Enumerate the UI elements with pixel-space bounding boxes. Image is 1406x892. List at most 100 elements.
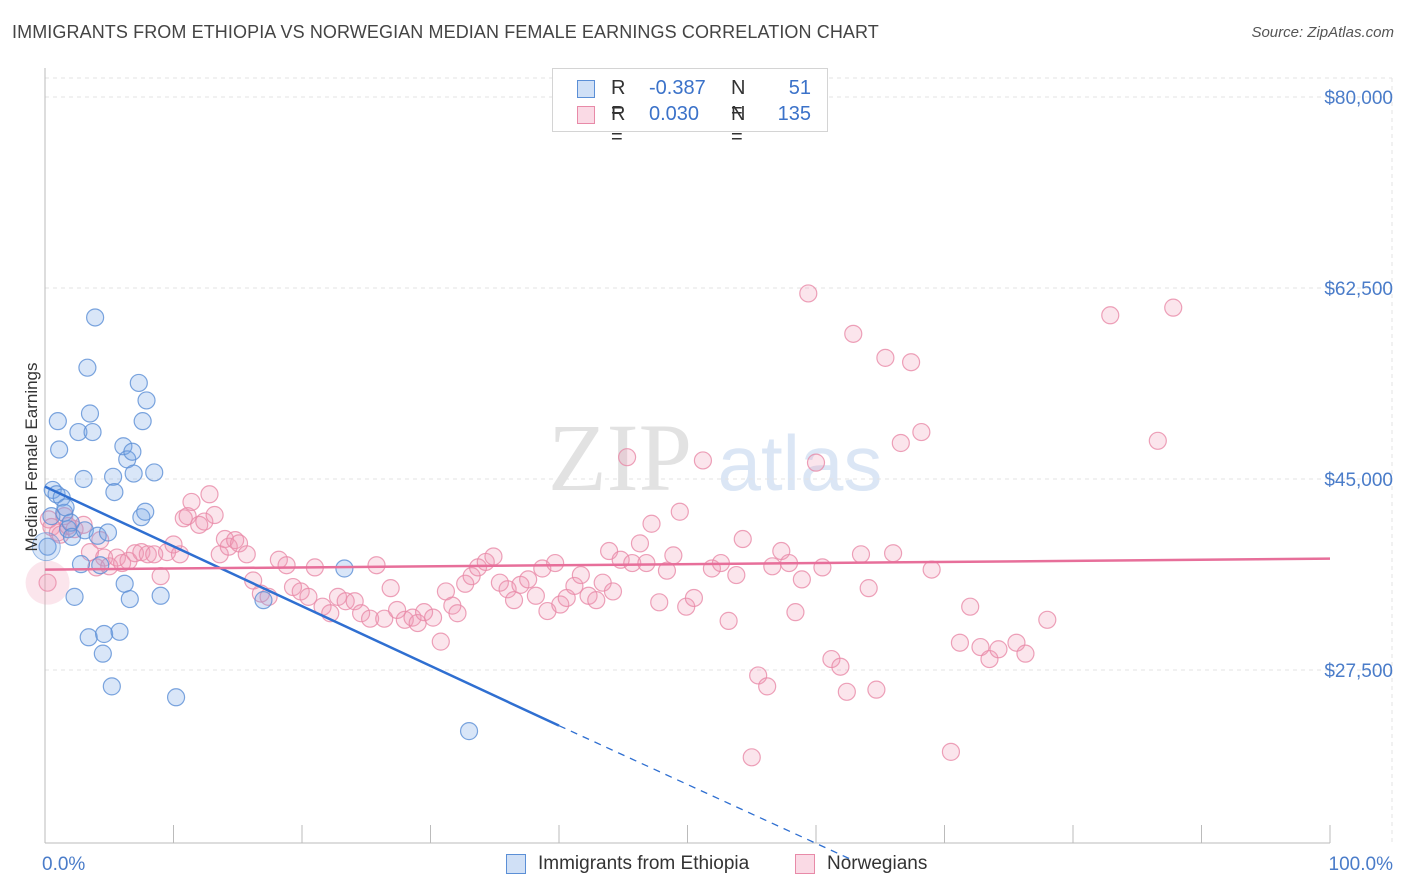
data-point bbox=[136, 502, 155, 521]
data-point bbox=[182, 492, 201, 512]
data-point bbox=[1164, 298, 1183, 317]
norwegians-points bbox=[25, 284, 1183, 767]
data-point bbox=[719, 611, 738, 630]
data-point bbox=[623, 553, 642, 573]
data-point bbox=[950, 633, 970, 652]
ethiopia-points bbox=[31, 308, 479, 741]
data-point bbox=[459, 722, 479, 741]
data-point bbox=[102, 677, 121, 696]
data-point bbox=[484, 547, 503, 566]
tick-labels: $27,500 $45,000 $62,500 $80,000 0.0% 100.0% bbox=[42, 88, 1393, 875]
data-point bbox=[664, 546, 683, 565]
data-point bbox=[74, 469, 93, 489]
data-point bbox=[98, 523, 118, 542]
data-point bbox=[883, 544, 903, 563]
data-point bbox=[587, 591, 606, 610]
data-point bbox=[145, 463, 164, 482]
data-point bbox=[423, 608, 443, 627]
data-point bbox=[504, 591, 524, 610]
data-point bbox=[603, 582, 623, 601]
data-point bbox=[110, 622, 129, 641]
data-point bbox=[200, 485, 219, 504]
data-point bbox=[758, 677, 777, 696]
data-point bbox=[95, 624, 114, 644]
legend-n-value: 51 bbox=[788, 77, 811, 99]
data-point bbox=[166, 688, 186, 707]
x-tick-label: 100.0% bbox=[1329, 854, 1394, 875]
data-point bbox=[137, 391, 156, 410]
y-tick-label: $80,000 bbox=[1324, 88, 1393, 109]
data-point bbox=[69, 422, 88, 442]
data-point bbox=[844, 324, 863, 343]
data-point bbox=[56, 498, 75, 517]
data-point bbox=[813, 558, 832, 577]
legend-swatch-blue bbox=[506, 854, 526, 874]
data-point bbox=[456, 574, 475, 593]
data-point bbox=[792, 570, 811, 589]
data-point bbox=[961, 597, 980, 616]
legend-label: Norwegians bbox=[827, 853, 928, 874]
data-point bbox=[1148, 431, 1167, 450]
data-point bbox=[831, 657, 850, 676]
data-point bbox=[61, 513, 80, 532]
data-point bbox=[254, 591, 273, 610]
data-point bbox=[989, 640, 1008, 659]
data-point bbox=[657, 561, 677, 580]
data-point bbox=[727, 565, 746, 585]
data-point bbox=[551, 595, 570, 614]
legend-swatch-blue bbox=[577, 80, 595, 98]
data-point bbox=[763, 557, 782, 576]
data-point bbox=[129, 373, 148, 393]
x-tick-label: 0.0% bbox=[42, 854, 85, 875]
y-tick-label: $62,500 bbox=[1324, 279, 1393, 300]
watermark: ZIP atlas bbox=[548, 404, 882, 511]
data-point bbox=[299, 587, 318, 606]
data-point bbox=[414, 603, 434, 622]
legend-swatch-pink bbox=[577, 106, 595, 124]
data-point bbox=[105, 482, 124, 502]
data-point bbox=[851, 545, 871, 564]
data-point bbox=[901, 353, 921, 372]
data-point bbox=[38, 573, 57, 592]
data-point bbox=[205, 505, 224, 525]
data-point bbox=[922, 560, 941, 579]
data-point bbox=[124, 464, 143, 483]
watermark-zip: ZIP bbox=[548, 404, 692, 511]
data-point bbox=[367, 556, 386, 575]
trend-line-ethiopia-extension bbox=[558, 725, 855, 862]
data-point bbox=[1016, 644, 1035, 663]
data-point bbox=[891, 433, 910, 453]
chart-title: IMMIGRANTS FROM ETHIOPIA VS NORWEGIAN ME… bbox=[12, 22, 879, 42]
data-point bbox=[115, 574, 134, 593]
data-point bbox=[123, 442, 142, 461]
data-point bbox=[104, 467, 123, 486]
data-point bbox=[519, 570, 538, 589]
data-point bbox=[448, 604, 467, 623]
data-point bbox=[48, 412, 67, 431]
data-point bbox=[79, 628, 98, 647]
data-point bbox=[80, 404, 100, 423]
data-point bbox=[941, 742, 961, 761]
data-point-cluster bbox=[25, 560, 70, 605]
data-point bbox=[107, 548, 127, 567]
data-point bbox=[733, 529, 752, 549]
data-point bbox=[237, 545, 256, 564]
legend-n-label: N = bbox=[731, 77, 746, 122]
data-point bbox=[742, 748, 761, 767]
data-point bbox=[642, 514, 661, 533]
data-point bbox=[618, 448, 637, 467]
data-point bbox=[91, 556, 110, 575]
data-point bbox=[38, 537, 57, 556]
data-point bbox=[120, 589, 139, 609]
data-point bbox=[86, 308, 105, 327]
data-point bbox=[670, 502, 689, 521]
data-point bbox=[912, 422, 931, 442]
data-point bbox=[190, 515, 209, 534]
legend-n-value: 135 bbox=[777, 103, 811, 125]
data-point bbox=[93, 644, 112, 663]
data-point bbox=[88, 526, 107, 545]
trend-line-ethiopia bbox=[44, 485, 560, 727]
watermark-atlas: atlas bbox=[718, 419, 883, 507]
data-point bbox=[684, 588, 704, 608]
